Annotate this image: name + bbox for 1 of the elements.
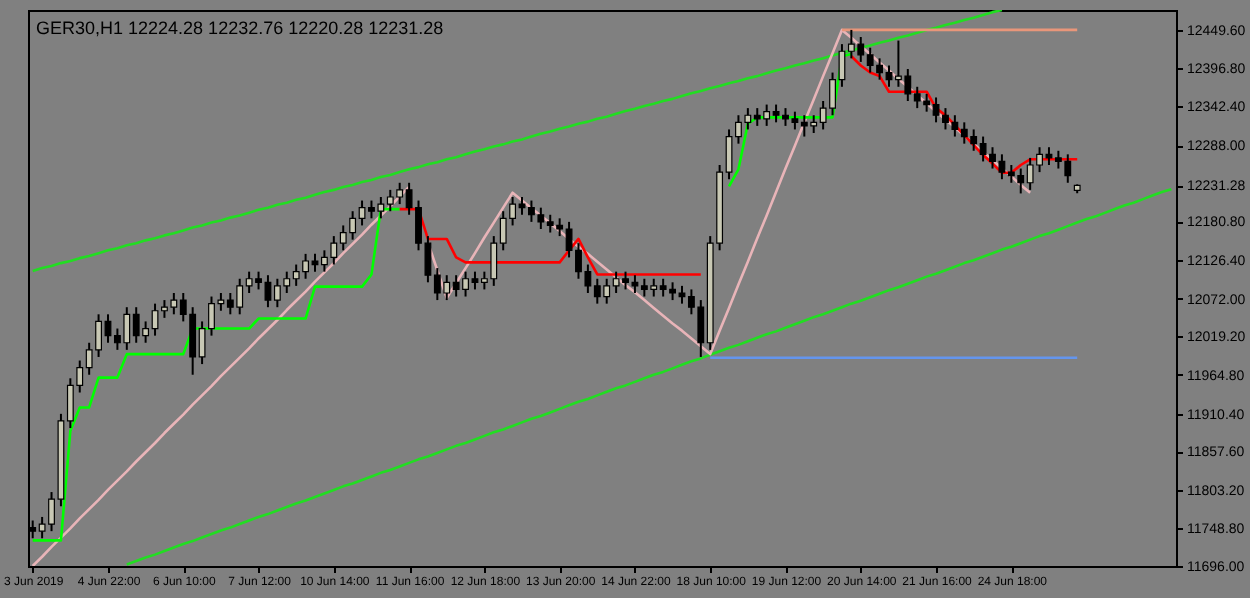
chart-title: GER30,H1 12224.28 12232.76 12220.28 12231.28 bbox=[36, 18, 444, 38]
